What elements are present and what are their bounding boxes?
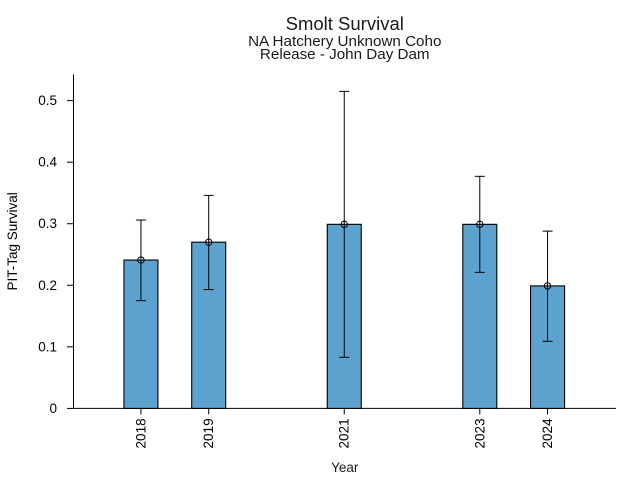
svg-text:Smolt Survival: Smolt Survival bbox=[286, 13, 404, 34]
svg-text:2024: 2024 bbox=[540, 418, 555, 449]
svg-text:0.2: 0.2 bbox=[38, 278, 57, 293]
svg-text:2019: 2019 bbox=[201, 418, 216, 448]
svg-text:0.1: 0.1 bbox=[38, 339, 57, 354]
svg-text:2021: 2021 bbox=[337, 418, 352, 448]
svg-text:2023: 2023 bbox=[472, 418, 487, 448]
svg-text:0.5: 0.5 bbox=[38, 93, 57, 108]
svg-text:PIT-Tag Survival: PIT-Tag Survival bbox=[5, 192, 20, 290]
svg-text:0: 0 bbox=[49, 401, 57, 416]
svg-text:0.4: 0.4 bbox=[38, 155, 57, 170]
svg-text:2018: 2018 bbox=[133, 418, 148, 448]
svg-text:0.3: 0.3 bbox=[38, 216, 57, 231]
svg-text:Year: Year bbox=[331, 460, 359, 475]
svg-text:Release - John Day Dam: Release - John Day Dam bbox=[260, 46, 430, 63]
